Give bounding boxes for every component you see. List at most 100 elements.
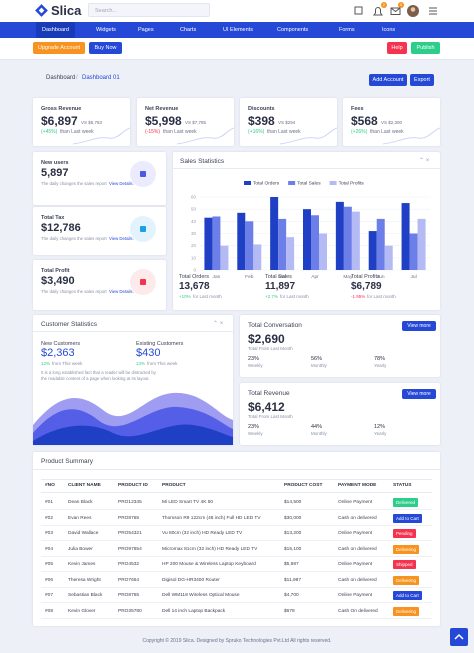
info-title: Total Profit — [41, 268, 70, 274]
table-header: #NO — [45, 483, 55, 488]
table-cell: Dean Black — [68, 500, 93, 505]
nav-item[interactable]: Components — [277, 27, 309, 33]
nav-item[interactable]: Forms — [339, 27, 355, 33]
customer-change-text: from This week — [52, 361, 83, 366]
notification-badge: 5 — [398, 2, 404, 8]
status-badge: Delivering — [393, 606, 420, 616]
table-cell: Online Payment — [338, 562, 373, 567]
bar — [237, 212, 246, 270]
table-cell: $15,100 — [284, 546, 302, 552]
bar — [376, 218, 385, 270]
status-badge: Add to Cart — [393, 513, 422, 523]
table-cell: #03 — [45, 531, 54, 536]
action-button[interactable]: Upgrade Account — [33, 42, 85, 54]
panel-title: Total Revenue — [248, 390, 290, 397]
table-cell: PRO8765 — [118, 515, 140, 521]
table-cell: #04 — [45, 546, 54, 552]
y-tick-label: 60 — [191, 195, 197, 200]
bar — [401, 203, 410, 270]
y-tick-label: 0 — [193, 268, 196, 273]
info-link[interactable]: View Details. — [109, 181, 134, 186]
nav-item[interactable]: UI Elements — [223, 27, 253, 33]
stat-change-text: than Last week — [370, 129, 404, 135]
table-header: STATUS — [393, 483, 412, 488]
stat-compare: VS $294 — [278, 120, 296, 125]
legend-swatch — [329, 181, 337, 185]
y-tick-label: 50 — [191, 207, 197, 212]
table-cell: PRO35780 — [118, 608, 142, 614]
nav-item[interactable]: Pages — [138, 27, 154, 33]
y-tick-label: 30 — [191, 231, 197, 236]
summary-value: 13,678 — [179, 281, 210, 292]
bar — [409, 233, 418, 270]
bar — [384, 245, 393, 270]
table-cell: $30,000 — [284, 515, 302, 521]
stat-change: (+16%) — [248, 129, 265, 135]
legend-swatch — [244, 181, 251, 185]
stat-change: (+26%) — [351, 129, 368, 135]
nav-item[interactable]: Charts — [180, 27, 197, 33]
header-button[interactable]: Add Account — [369, 74, 407, 86]
bar — [343, 206, 352, 270]
bar-chart: 0 10 20 30 40 50 60 Total Orders Total Sales Tota… — [191, 181, 430, 280]
info-value: 5,897 — [41, 167, 69, 179]
action-button[interactable]: Help — [387, 42, 407, 54]
y-tick-label: 40 — [191, 219, 197, 224]
table-row-line — [41, 509, 432, 510]
table-cell: PRO12345 — [118, 500, 142, 505]
panel-stat-value: 78% — [374, 356, 386, 362]
action-button[interactable]: Buy Now — [89, 42, 122, 54]
table-header: PRODUCT ID — [118, 483, 148, 488]
table-cell: Kevin James — [68, 562, 96, 567]
info-link[interactable]: View Details. — [109, 236, 134, 241]
table-cell: PRO97654 — [118, 546, 142, 552]
stat-card: Fees $568 VS $2,300 (+26%) than Last week — [343, 98, 440, 146]
stat-value: $398 — [248, 114, 275, 128]
header-button[interactable]: Export — [410, 74, 434, 86]
scroll-top-button[interactable] — [450, 628, 468, 646]
table-cell: #08 — [45, 608, 54, 614]
x-tick-label: Jun — [377, 274, 385, 280]
table-cell: PRO8765 — [118, 593, 140, 598]
brand-name: Slica — [51, 3, 82, 18]
status-badge: Delivering — [393, 544, 420, 554]
customer-text: It is a long established fact that a rea… — [41, 370, 156, 381]
summary-panel: Total Revenue $6,412 Total From Last Month… — [240, 383, 440, 445]
bar — [417, 218, 426, 270]
info-text: The daily changes the sales report — [41, 289, 107, 294]
table-cell: #06 — [45, 577, 54, 583]
view-more-button[interactable]: View more — [402, 321, 436, 331]
stat-card: Gross Revenue $6,897 VS $5,783 (+45%) than L… — [33, 98, 130, 146]
nav-item[interactable]: Widgets — [96, 27, 116, 33]
view-more-button[interactable]: View more — [402, 389, 436, 399]
summary-change-text: for Last month — [280, 294, 309, 299]
x-tick-label: Mar — [278, 274, 287, 280]
bar — [286, 237, 295, 270]
y-tick-label: 20 — [191, 243, 197, 248]
table-row-line — [41, 617, 432, 619]
footer-text: Copyright © 2019 Slica. Designed by Spru… — [142, 638, 332, 644]
stat-change-text: than Last week — [267, 129, 301, 135]
nav-bar — [0, 22, 474, 38]
table-row-line — [41, 602, 432, 603]
legend-swatch — [288, 181, 296, 185]
nav-item[interactable]: Icons — [382, 27, 396, 33]
search-box[interactable]: Search... — [88, 3, 210, 17]
info-value: $3,490 — [41, 275, 75, 287]
x-tick-label: Jul — [411, 274, 417, 280]
table-cell: PRO54321 — [118, 531, 142, 536]
legend-label: Total Profits — [339, 181, 365, 187]
table-cell: $4,700 — [284, 593, 299, 598]
table-row-line — [41, 571, 432, 572]
card-divider — [33, 331, 233, 332]
panel-value: $6,412 — [248, 400, 285, 414]
info-icon-dot — [140, 171, 146, 177]
card-divider — [33, 469, 440, 470]
bar — [319, 233, 327, 270]
nav-item[interactable]: Dashboard — [36, 22, 75, 38]
info-link[interactable]: View Details. — [109, 289, 134, 294]
breadcrumb-item[interactable]: Dashboard — [46, 75, 76, 81]
status-badge: Add to Cart — [393, 591, 422, 600]
customer-label: Existing Customers — [136, 341, 184, 347]
action-button[interactable]: Publish — [411, 42, 440, 54]
